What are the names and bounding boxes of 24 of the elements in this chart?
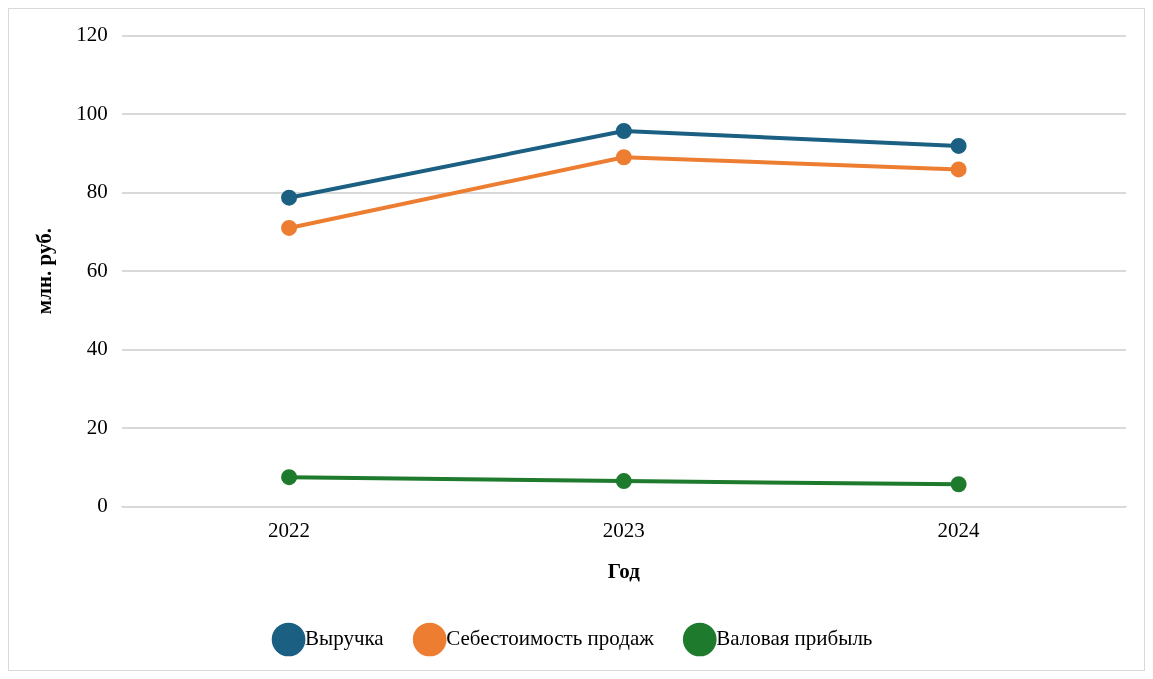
y-tick-label: 60	[86, 257, 108, 282]
legend-label: Себестоимость продаж	[446, 626, 655, 651]
x-tick-label: 2022	[268, 517, 311, 542]
point	[615, 473, 632, 490]
point	[281, 219, 298, 236]
y-axis-title: млн. руб.	[32, 228, 57, 315]
y-tick-label: 120	[76, 22, 108, 47]
point	[950, 161, 967, 178]
y-tick-label: 100	[76, 100, 108, 125]
point	[615, 149, 632, 166]
point	[950, 137, 967, 154]
point	[950, 476, 967, 493]
legend-label: Валовая прибыль	[716, 626, 873, 651]
y-tick-label: 20	[86, 414, 108, 439]
point	[281, 189, 298, 206]
point	[281, 469, 298, 486]
legend-label: Выручка	[305, 626, 385, 651]
y-tick-label: 40	[86, 336, 108, 361]
y-tick-label: 0	[97, 493, 108, 518]
y-tick-label: 80	[86, 179, 108, 204]
x-tick-label: 2024	[937, 517, 981, 542]
x-axis-title: Год	[607, 558, 641, 583]
x-tick-label: 2023	[602, 517, 645, 542]
point	[615, 122, 632, 139]
